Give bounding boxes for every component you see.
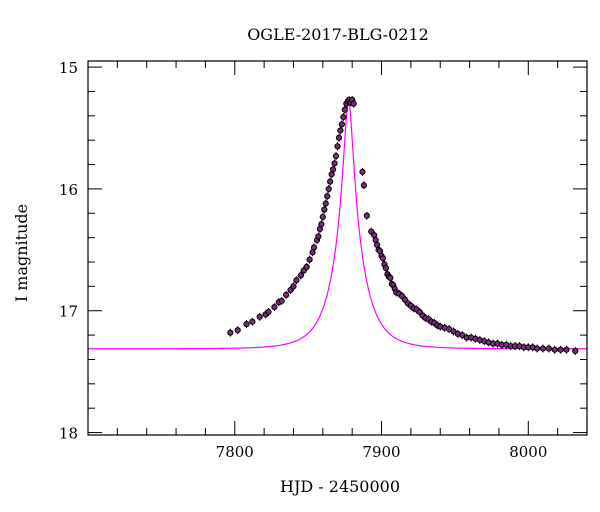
x-tick-label: 7800 <box>216 443 254 461</box>
x-axis-label: HJD - 2450000 <box>280 477 400 496</box>
data-point <box>271 303 278 311</box>
data-point <box>249 318 256 325</box>
data-point <box>539 345 547 352</box>
data-point <box>243 321 250 328</box>
data-point <box>306 256 313 263</box>
data-point <box>363 212 370 219</box>
data-point <box>387 274 394 281</box>
data-point <box>334 143 341 150</box>
data-point <box>324 193 331 200</box>
y-tick-label: 18 <box>59 425 78 443</box>
data-point <box>303 263 310 270</box>
data-point <box>337 127 344 134</box>
data-point <box>563 346 570 353</box>
data-point <box>283 291 290 299</box>
axis-ticks <box>88 61 588 435</box>
data-point <box>290 283 297 290</box>
data-point <box>325 185 332 193</box>
data-point <box>227 329 234 336</box>
y-axis-label: I magnitude <box>12 204 31 302</box>
y-tick-label: 16 <box>59 181 78 199</box>
data-point <box>319 213 326 221</box>
data-point <box>315 233 322 240</box>
data-points <box>227 95 579 355</box>
data-point <box>265 308 272 316</box>
data-point <box>331 160 338 167</box>
plot-area <box>88 95 587 355</box>
data-point <box>322 200 329 207</box>
data-point <box>545 345 552 352</box>
data-point <box>321 206 328 213</box>
data-point <box>340 113 347 121</box>
data-point <box>350 100 357 107</box>
model-curve <box>88 99 587 350</box>
plot-frame <box>87 60 588 436</box>
data-point <box>297 272 304 279</box>
data-point <box>310 244 318 251</box>
data-point <box>278 297 285 305</box>
data-point <box>379 255 387 262</box>
data-point <box>256 313 263 320</box>
data-point <box>551 346 558 353</box>
chart-title: OGLE-2017-BLG-0212 <box>247 25 429 44</box>
x-tick-label: 8000 <box>509 443 547 461</box>
data-point <box>382 265 390 272</box>
data-point <box>557 346 564 353</box>
x-tick-label: 7900 <box>362 443 400 461</box>
data-point <box>335 134 343 141</box>
y-tick-label: 15 <box>59 59 78 77</box>
data-point <box>332 152 340 160</box>
data-point <box>572 347 579 355</box>
data-point <box>338 121 346 128</box>
data-point <box>360 182 368 189</box>
data-point <box>359 168 366 175</box>
data-point <box>293 277 300 284</box>
data-point <box>327 178 334 185</box>
data-point <box>534 345 541 352</box>
data-point <box>329 166 337 173</box>
tick-labels: 7800 7900 8000 15 16 17 18 <box>59 59 547 461</box>
data-point <box>234 327 241 334</box>
data-point <box>318 221 325 228</box>
data-point <box>341 106 348 113</box>
y-tick-label: 17 <box>59 303 78 321</box>
